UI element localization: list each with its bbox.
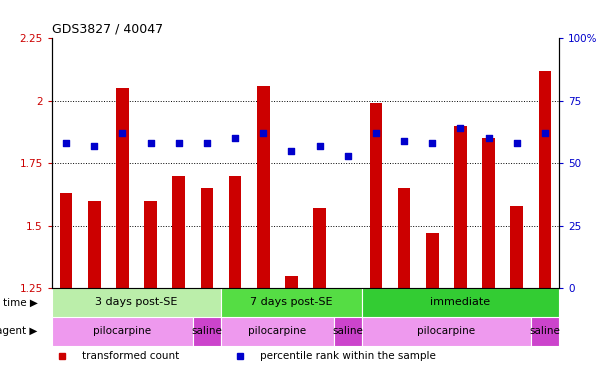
Bar [144,200,157,288]
Text: time ▶: time ▶ [3,297,38,308]
Bar [510,205,523,288]
Bar [200,188,213,288]
Point [540,130,550,136]
Point [145,140,155,146]
Bar [426,233,439,288]
Text: agent ▶: agent ▶ [0,326,38,336]
Bar [88,200,101,288]
Bar [531,317,559,346]
Point [456,125,466,131]
Bar [172,175,185,288]
Point [512,140,522,146]
Point [315,143,324,149]
Text: pilocarpine: pilocarpine [417,326,475,336]
Bar [370,103,382,288]
Text: saline: saline [332,326,363,336]
Text: pilocarpine: pilocarpine [248,326,306,336]
Bar [313,208,326,288]
Point [399,138,409,144]
Text: immediate: immediate [430,297,491,308]
Bar [362,288,559,317]
Bar [285,275,298,288]
Point [287,147,296,154]
Bar [229,175,241,288]
Text: 3 days post-SE: 3 days post-SE [95,297,178,308]
Point [428,140,437,146]
Bar [539,71,551,288]
Bar [482,138,495,288]
Text: percentile rank within the sample: percentile rank within the sample [260,351,436,361]
Bar [52,288,221,317]
Bar [362,317,531,346]
Bar [454,126,467,288]
Bar [257,86,269,288]
Point [61,140,71,146]
Bar [193,317,221,346]
Point [343,152,353,159]
Text: GDS3827 / 40047: GDS3827 / 40047 [52,23,163,36]
Point [230,135,240,141]
Text: 7 days post-SE: 7 days post-SE [250,297,332,308]
Point [174,140,184,146]
Bar [116,88,129,288]
Point [117,130,127,136]
Point [484,135,494,141]
Point [202,140,212,146]
Text: saline: saline [530,326,560,336]
Point [371,130,381,136]
Text: pilocarpine: pilocarpine [93,326,152,336]
Bar [221,317,334,346]
Bar [334,317,362,346]
Bar [221,288,362,317]
Bar [60,193,72,288]
Point [89,143,99,149]
Bar [52,317,193,346]
Bar [398,188,411,288]
Text: saline: saline [191,326,222,336]
Point [258,130,268,136]
Text: transformed count: transformed count [82,351,180,361]
